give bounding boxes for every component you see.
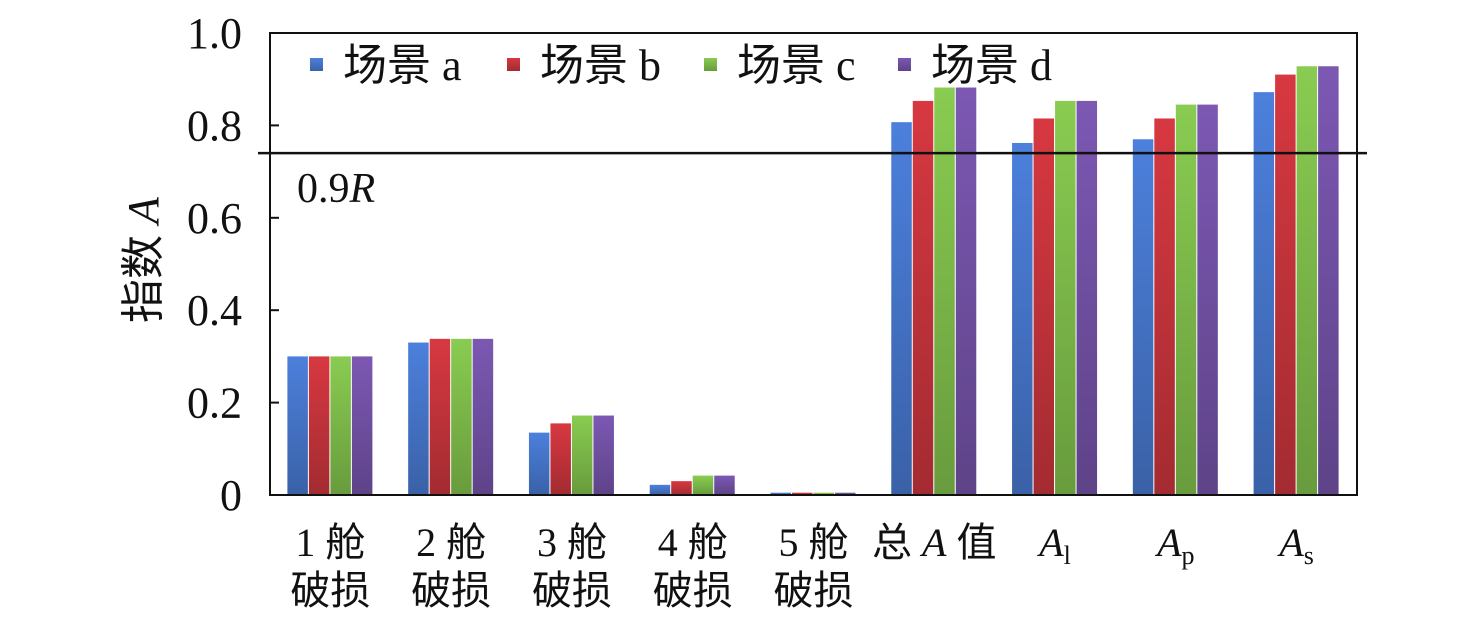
x-category-label: 3 舱 xyxy=(537,520,607,565)
y-tick-label: 0.8 xyxy=(187,101,242,150)
x-category-label: 1 舱 xyxy=(295,520,365,565)
y-tick-label: 0.2 xyxy=(187,379,242,428)
bar xyxy=(1296,66,1318,495)
bar xyxy=(1055,100,1076,495)
reference-label-var: R xyxy=(349,166,376,212)
legend-label: 场景 d xyxy=(931,41,1052,90)
bar xyxy=(451,338,472,495)
bar xyxy=(429,338,451,495)
bar xyxy=(692,475,714,495)
legend-label: 场景 b xyxy=(540,41,661,90)
y-ticks: 0 0.2 0.4 0.6 0.8 1.0 xyxy=(187,9,279,520)
x-category-label: 总 A 值 xyxy=(872,520,996,565)
axes-layer xyxy=(258,32,1367,496)
x-category-label: As xyxy=(1276,520,1314,570)
bar xyxy=(528,432,550,495)
bar xyxy=(1076,100,1098,495)
bar xyxy=(714,475,735,495)
x-category-label: Al xyxy=(1036,520,1071,570)
bar xyxy=(813,492,834,495)
bar xyxy=(649,484,671,495)
bar xyxy=(1275,74,1296,495)
y-tick-label: 0.4 xyxy=(187,286,242,335)
bar xyxy=(1033,118,1055,495)
bar xyxy=(835,492,856,495)
legend-swatch xyxy=(310,58,323,71)
bar xyxy=(671,481,692,495)
legend-item: 场景 d xyxy=(898,41,1052,90)
legend-item: 场景 a xyxy=(310,41,462,90)
bar xyxy=(934,87,955,496)
x-category-label: 4 舱 xyxy=(658,520,728,565)
legend-label: 场景 c xyxy=(737,41,856,90)
bar xyxy=(330,356,351,495)
bar xyxy=(1197,104,1218,496)
x-category-label-line2: 破损 xyxy=(532,568,612,613)
legend-swatch xyxy=(507,58,520,71)
bar xyxy=(593,415,614,495)
bar xyxy=(912,100,934,495)
bar xyxy=(550,423,571,495)
x-category-label: 5 舱 xyxy=(779,520,849,565)
legend: 场景 a 场景 b 场景 c 场景 d xyxy=(310,41,1052,90)
x-category-label-line2: 破损 xyxy=(653,568,733,613)
legend-swatch xyxy=(704,58,717,71)
x-category-label: 2 舱 xyxy=(416,520,486,565)
legend-label: 场景 a xyxy=(343,41,462,90)
bar xyxy=(792,492,813,495)
y-axis-label: 指数 A xyxy=(119,196,168,323)
reference-line-label: 0.9R xyxy=(297,166,375,212)
bar xyxy=(770,492,791,495)
bar xyxy=(1253,92,1275,495)
plot-frame xyxy=(269,32,1358,496)
bar xyxy=(308,356,330,495)
legend-item: 场景 c xyxy=(704,41,856,90)
bar xyxy=(1175,104,1197,496)
x-category-label-line2: 破损 xyxy=(411,568,491,613)
legend-item: 场景 b xyxy=(507,41,661,90)
bar xyxy=(472,338,494,495)
bar xyxy=(1012,142,1033,495)
x-category-label-line2: 破损 xyxy=(290,568,370,613)
y-axis-label-var: A xyxy=(119,196,168,227)
bar xyxy=(1318,66,1339,495)
reference-label-number: 0.9 xyxy=(297,166,350,212)
bar xyxy=(1154,118,1175,495)
bar xyxy=(1132,139,1154,495)
bars-layer xyxy=(287,66,1339,496)
y-tick-label: 1.0 xyxy=(187,9,242,58)
bar xyxy=(287,356,308,495)
y-axis-label-text: 指数 xyxy=(119,224,168,323)
y-tick-label: 0 xyxy=(220,471,242,520)
bar xyxy=(351,356,373,495)
x-category-label: Ap xyxy=(1154,520,1194,570)
y-tick-label: 0.6 xyxy=(187,194,242,243)
bar xyxy=(571,415,593,495)
bar xyxy=(891,122,912,496)
x-category-label-line2: 破损 xyxy=(774,568,854,613)
bar xyxy=(408,342,429,495)
bar xyxy=(955,87,977,496)
legend-swatch xyxy=(898,58,911,71)
